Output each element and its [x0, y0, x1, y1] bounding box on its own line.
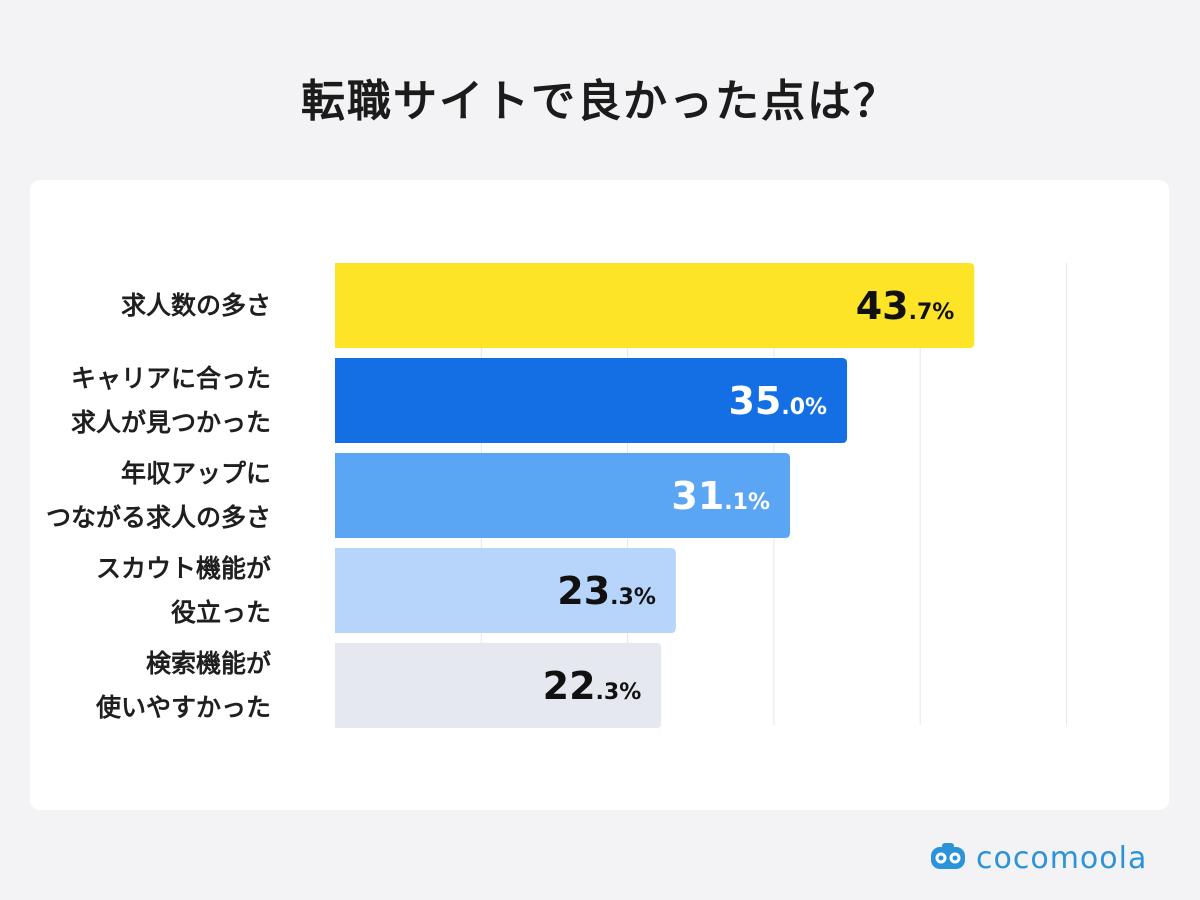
category-label: 求人数の多さ: [11, 284, 271, 328]
category-label-line: 検索機能が: [145, 648, 271, 678]
category-label: 検索機能が使いやすかった: [11, 642, 271, 730]
category-label-line: つながる求人の多さ: [45, 502, 271, 532]
brand-logo: cocomoola: [928, 838, 1147, 878]
value-decimal: .1%: [724, 489, 770, 515]
value-integer: 43: [855, 283, 909, 328]
chart-card: 求人数の多さキャリアに合った 求人が見つかった年収アップにつながる求人の多さスカウ…: [30, 180, 1169, 810]
bar: [335, 643, 662, 728]
category-label-line: 年収アップに: [120, 458, 271, 488]
bar-value-label: 31.1%: [671, 477, 770, 515]
cocomoola-logo-icon: [931, 843, 965, 869]
category-label-line: キャリアに合った: [70, 363, 271, 393]
page-title: 転職サイトで良かった点は？: [301, 76, 899, 127]
category-label-line: スカウト機能が: [95, 553, 271, 583]
bar-value-label: 35.0%: [728, 382, 827, 420]
value-decimal: .7%: [908, 299, 955, 325]
value-decimal: .0%: [781, 394, 828, 420]
category-label-line: 求人数の多さ: [120, 290, 271, 320]
category-label-line: 役立った: [170, 597, 271, 627]
category-label: スカウト機能が役立った: [11, 547, 271, 635]
bar-value-label: 22.3%: [543, 667, 642, 705]
bar: [335, 453, 790, 538]
bar: [335, 263, 975, 348]
brand-name: cocomoola: [976, 840, 1148, 876]
bar-value-label: 23.3%: [557, 572, 656, 610]
bar: [335, 358, 848, 443]
bar-chart: [335, 263, 1067, 728]
category-label: 年収アップにつながる求人の多さ: [11, 452, 271, 540]
value-integer: 31: [671, 473, 725, 518]
value-integer: 23: [557, 568, 611, 613]
value-decimal: .3%: [595, 679, 642, 705]
value-integer: 22: [542, 663, 596, 708]
category-label-line: 使いやすかった: [95, 692, 271, 722]
bar-value-label: 43.7%: [856, 287, 955, 325]
value-decimal: .3%: [610, 584, 656, 610]
category-label-line: 求人が見つかった: [70, 407, 271, 437]
value-integer: 35: [728, 378, 782, 423]
category-label: キャリアに合った 求人が見つかった: [11, 357, 271, 445]
bar: [335, 548, 676, 633]
